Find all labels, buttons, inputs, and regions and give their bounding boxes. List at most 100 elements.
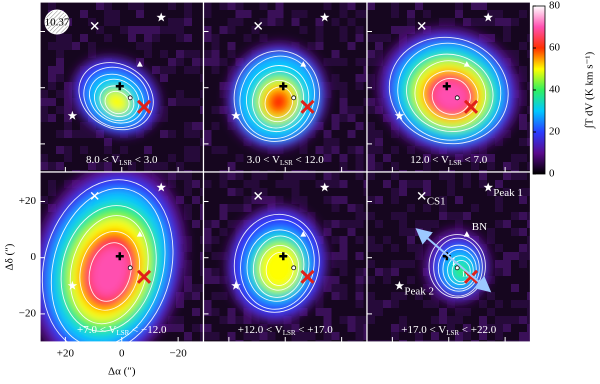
noise-pixel — [331, 204, 340, 212]
noise-pixel — [367, 50, 375, 58]
noise-pixel — [339, 26, 348, 34]
noise-pixel — [355, 82, 364, 90]
noise-pixel — [339, 58, 348, 66]
noise-pixel — [431, 340, 439, 342]
noise-pixel — [407, 10, 415, 18]
noise-pixel — [323, 146, 332, 154]
noise-pixel — [192, 154, 200, 162]
noise-pixel — [323, 58, 332, 66]
noise-pixel — [64, 34, 72, 42]
noise-pixel — [367, 138, 375, 146]
noise-pixel — [203, 130, 212, 138]
noise-pixel — [219, 172, 228, 180]
noise-pixel — [347, 204, 356, 212]
noise-pixel — [487, 154, 495, 162]
noise-pixel — [375, 268, 383, 276]
noise-pixel — [463, 154, 471, 162]
noise-pixel — [176, 58, 184, 66]
noise-pixel — [200, 340, 204, 342]
noise-pixel — [96, 130, 104, 138]
noise-pixel — [331, 74, 340, 82]
noise-pixel — [227, 26, 236, 34]
noise-pixel — [355, 316, 364, 324]
noise-pixel — [527, 82, 531, 90]
noise-pixel — [299, 170, 308, 172]
noise-pixel — [431, 332, 439, 340]
noise-pixel — [227, 188, 236, 196]
noise-pixel — [176, 172, 184, 180]
noise-pixel — [503, 188, 511, 196]
noise-pixel — [299, 340, 308, 342]
noise-pixel — [331, 114, 340, 122]
noise-pixel — [527, 212, 531, 220]
noise-pixel — [471, 154, 479, 162]
noise-pixel — [291, 172, 300, 180]
noise-pixel — [96, 26, 104, 34]
contour — [88, 242, 132, 302]
noise-pixel — [227, 162, 236, 170]
velocity-range-part: < 12.0 — [293, 154, 324, 166]
plus-marker — [115, 82, 124, 91]
noise-pixel — [391, 10, 399, 18]
noise-pixel — [391, 196, 399, 204]
noise-pixel — [72, 170, 80, 172]
noise-pixel — [355, 154, 364, 162]
noise-pixel — [339, 252, 348, 260]
noise-pixel — [415, 340, 423, 342]
noise-pixel — [299, 196, 308, 204]
noise-pixel — [323, 154, 332, 162]
noise-pixel — [176, 324, 184, 332]
noise-pixel — [104, 34, 112, 42]
noise-pixel — [315, 122, 324, 130]
noise-pixel — [367, 106, 375, 114]
noise-pixel — [235, 204, 244, 212]
noise-pixel — [184, 10, 192, 18]
noise-pixel — [367, 292, 375, 300]
noise-pixel — [527, 162, 531, 170]
noise-pixel — [355, 268, 364, 276]
contour — [233, 50, 320, 142]
noise-pixel — [423, 300, 431, 308]
noise-pixel — [447, 300, 455, 308]
noise-pixel — [363, 316, 367, 324]
noise-pixel — [331, 292, 340, 300]
noise-pixel — [168, 180, 176, 188]
noise-pixel — [251, 196, 260, 204]
noise-pixel — [176, 26, 184, 34]
panel: 8.0 < VLSR < 3.0 — [39, 1, 205, 173]
contour — [60, 205, 157, 332]
noise-pixel — [339, 98, 348, 106]
noise-pixel — [447, 172, 455, 180]
noise-pixel — [375, 34, 383, 42]
noise-pixel — [339, 82, 348, 90]
noise-pixel — [331, 220, 340, 228]
noise-pixel — [275, 180, 284, 188]
contours — [78, 62, 154, 131]
noise-pixel — [463, 18, 471, 26]
noise-pixel — [479, 146, 487, 154]
noise-pixel — [331, 58, 340, 66]
noise-pixel — [211, 50, 220, 58]
noise-pixel — [64, 98, 72, 106]
noise-pixel — [495, 220, 503, 228]
noise-pixel — [160, 172, 168, 180]
noise-pixel — [64, 122, 72, 130]
noise-pixel — [227, 332, 236, 340]
noise-pixel — [184, 292, 192, 300]
noise-pixel — [128, 2, 136, 10]
noise-pixel — [363, 98, 367, 106]
noise-pixel — [136, 26, 144, 34]
marker-label: Peak 1 — [493, 187, 523, 199]
velocity-range-part: +7.0 < V — [77, 324, 116, 336]
noise-pixel — [527, 236, 531, 244]
noise-pixel — [367, 308, 375, 316]
colorbar-tick-label: 0 — [549, 168, 555, 180]
noise-pixel — [399, 26, 407, 34]
noise-pixel — [347, 106, 356, 114]
noise-pixel — [144, 162, 152, 170]
noise-pixel — [192, 122, 200, 130]
noise-pixel — [339, 236, 348, 244]
colorbar-tick-label: 20 — [549, 126, 561, 138]
y-tick-label: 0 — [31, 251, 37, 263]
noise-pixel — [519, 154, 527, 162]
